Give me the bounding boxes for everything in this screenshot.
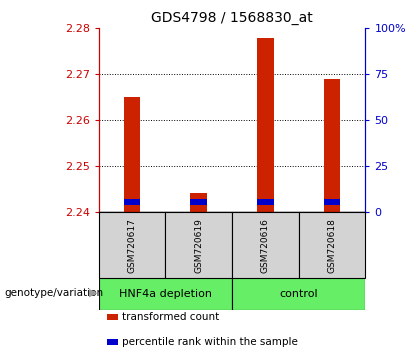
- Text: control: control: [279, 289, 318, 299]
- Bar: [257, 199, 274, 205]
- Bar: [190, 193, 207, 212]
- Text: GSM720618: GSM720618: [328, 218, 336, 273]
- Title: GDS4798 / 1568830_at: GDS4798 / 1568830_at: [151, 11, 313, 24]
- Text: genotype/variation: genotype/variation: [4, 288, 103, 298]
- Bar: [232, 212, 299, 278]
- Bar: [165, 212, 232, 278]
- Text: GSM720617: GSM720617: [128, 218, 136, 273]
- Text: ▶: ▶: [89, 288, 98, 298]
- Bar: [124, 97, 140, 212]
- Text: percentile rank within the sample: percentile rank within the sample: [122, 337, 298, 347]
- Bar: [324, 79, 340, 212]
- Text: GSM720616: GSM720616: [261, 218, 270, 273]
- Bar: [124, 199, 140, 205]
- Bar: [99, 278, 232, 310]
- Bar: [324, 199, 340, 205]
- Bar: [190, 199, 207, 205]
- Text: HNF4a depletion: HNF4a depletion: [119, 289, 212, 299]
- Bar: [232, 278, 365, 310]
- Bar: [99, 212, 165, 278]
- Text: GSM720619: GSM720619: [194, 218, 203, 273]
- Bar: [257, 38, 274, 212]
- Bar: [299, 212, 365, 278]
- Text: transformed count: transformed count: [122, 312, 219, 322]
